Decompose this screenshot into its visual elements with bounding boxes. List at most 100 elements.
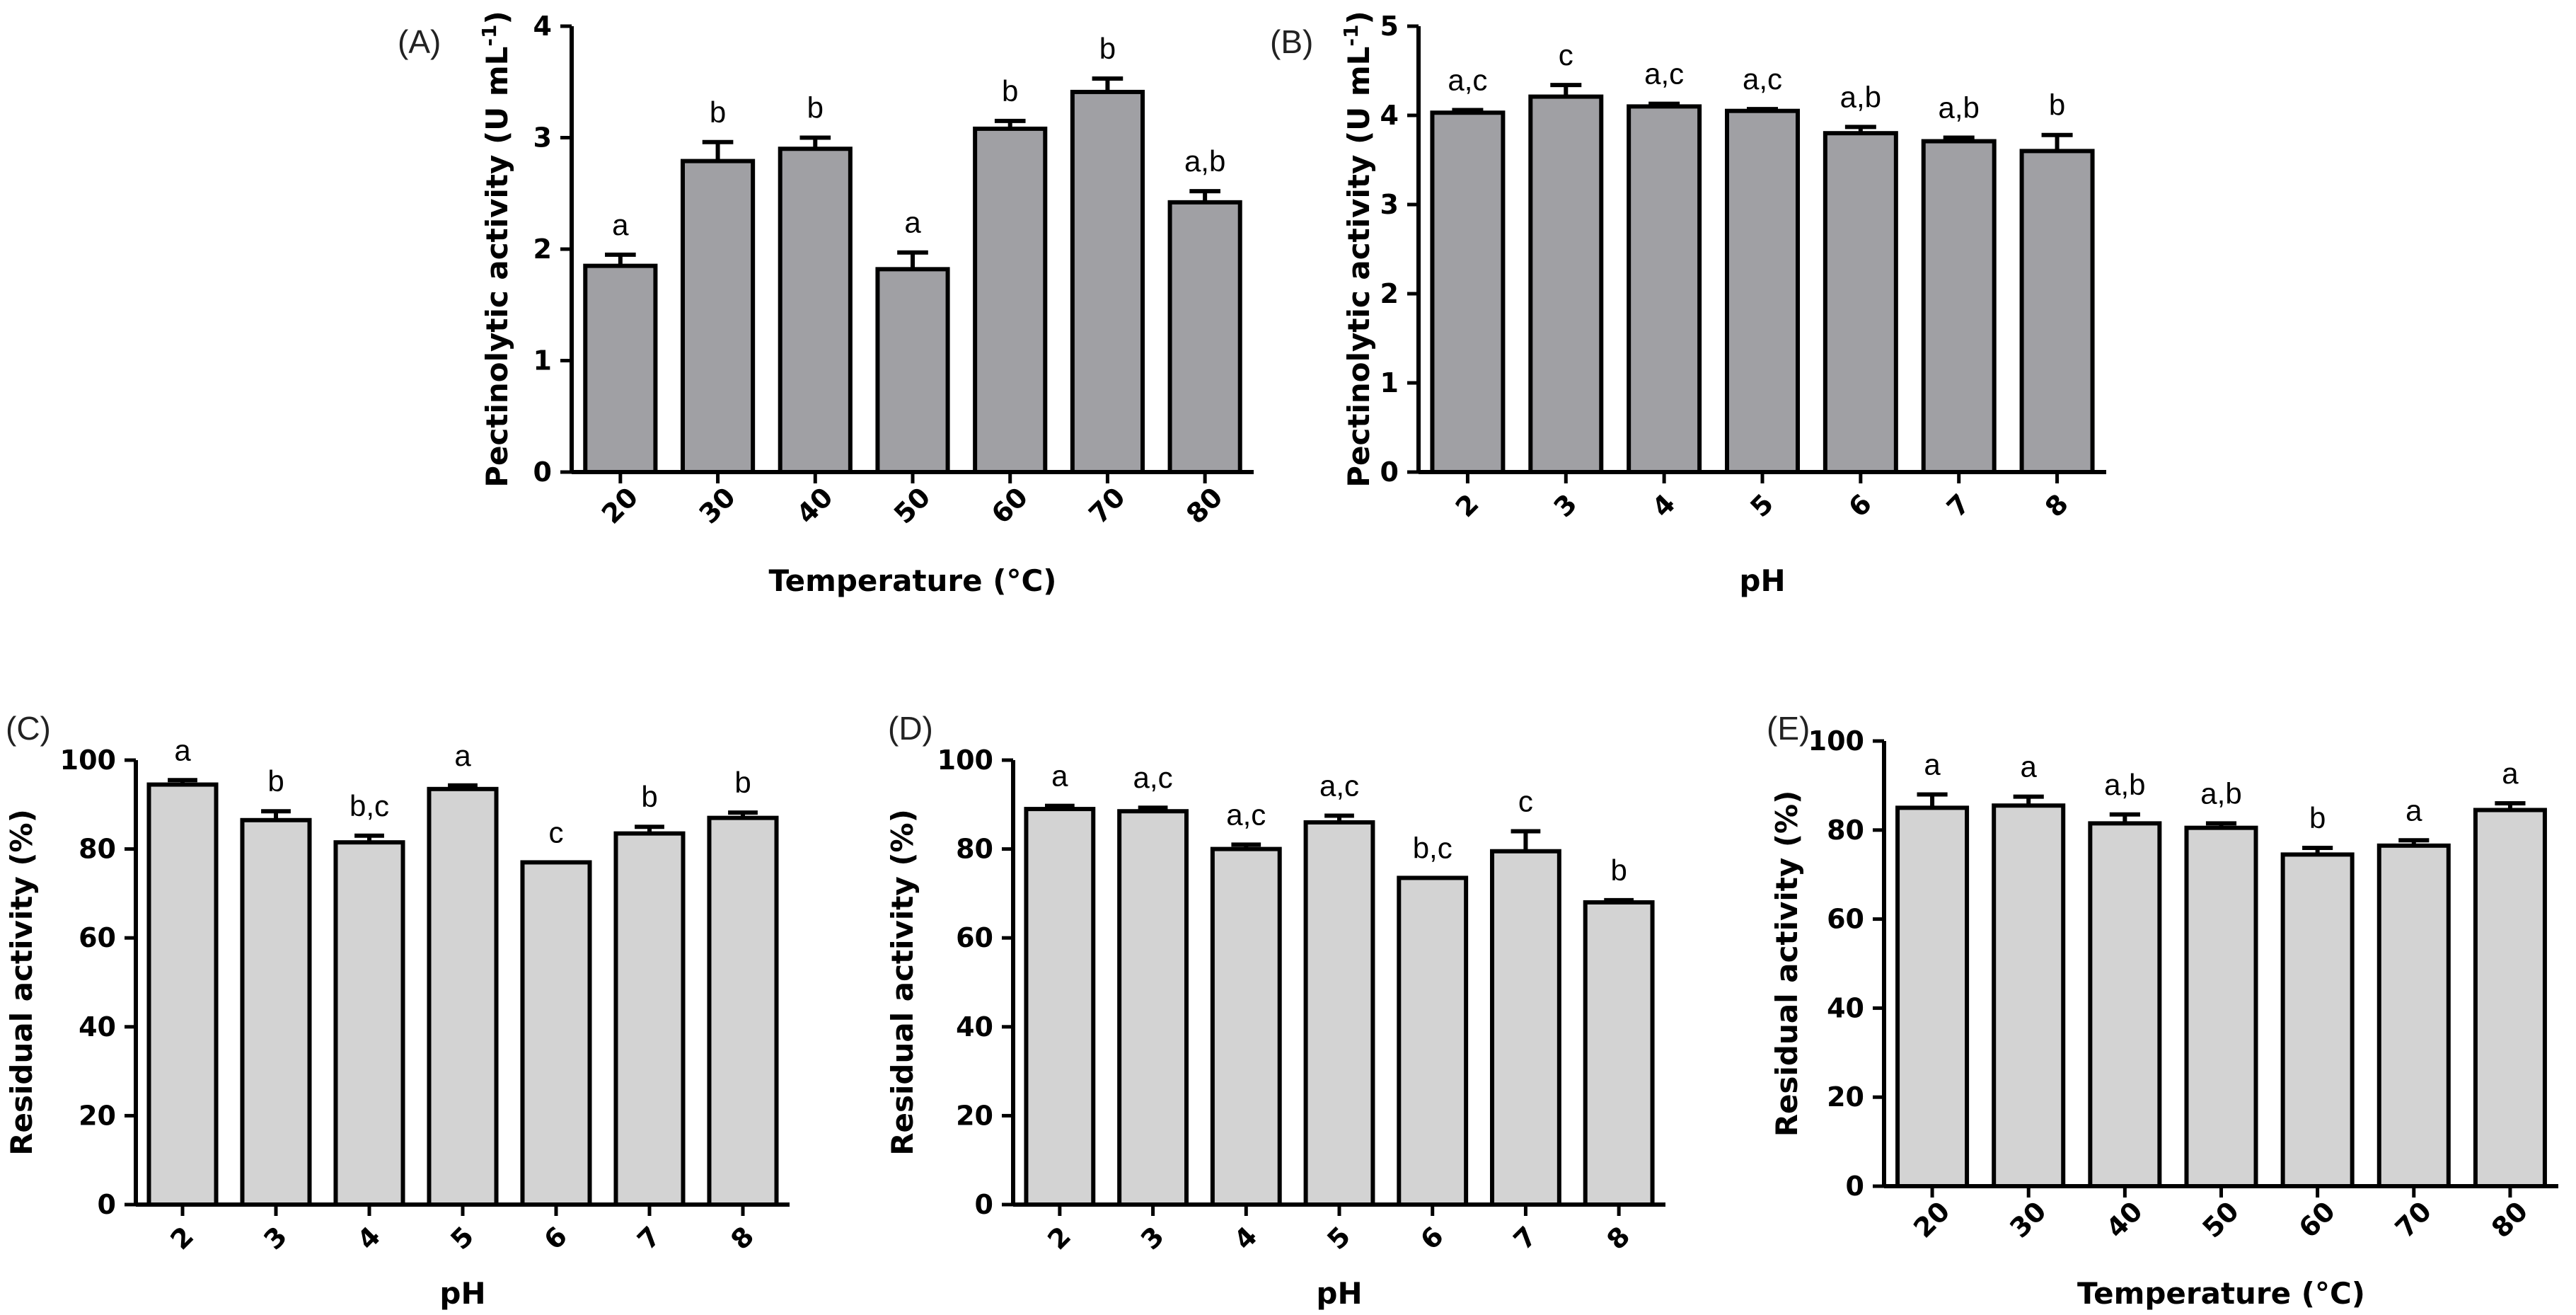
significance-label: b [641, 780, 657, 813]
error-bar [1189, 189, 1220, 202]
x-tick-label: 50 [2197, 1195, 2246, 1244]
significance-label: a [904, 206, 921, 239]
panel-label: (E) [1767, 710, 1810, 747]
x-tick-label: 7 [1941, 488, 1976, 523]
significance-label: a,c [1319, 769, 1359, 803]
error-bar [1917, 792, 1948, 808]
y-tick-label: 3 [533, 122, 552, 154]
significance-label: b [710, 96, 726, 129]
error-bar [1452, 108, 1484, 113]
error-bar [168, 778, 197, 785]
bar [2088, 821, 2162, 1188]
y-axis-title-superscript: -1 [478, 24, 501, 46]
bar [1397, 875, 1469, 1207]
significance-label: a [2021, 750, 2038, 783]
y-tick-label: 2 [533, 234, 552, 265]
x-tick-label: 7 [631, 1220, 666, 1256]
bar [1070, 89, 1145, 475]
error-bar [702, 139, 734, 161]
x-tick-label: 20 [1907, 1195, 1956, 1244]
bar [427, 786, 499, 1207]
error-bar [261, 809, 291, 820]
bar [333, 840, 405, 1207]
error-bar [1747, 107, 1778, 112]
error-bar [728, 810, 758, 818]
significance-label: a [454, 739, 471, 772]
significance-label: a [2405, 793, 2422, 827]
x-tick-label: 6 [538, 1220, 573, 1256]
error-bar [354, 833, 384, 843]
x-tick-label: 70 [1082, 481, 1131, 530]
x-tick-label: 30 [2004, 1195, 2052, 1244]
significance-label: b,c [350, 789, 389, 822]
chart-panel-e: (E) a 20 a 30 a,b 40 a,b 50 b 60 a 70 a 80 0 20 40 60 80 100… [1767, 710, 2558, 1311]
y-tick-label: 4 [1380, 100, 1399, 131]
y-axis-title: Pectinolytic activity (U mL-1) [1339, 11, 1376, 487]
bar [1167, 200, 1242, 474]
error-bar [1604, 897, 1634, 902]
chart-panel-d: (D)a2a,c3a,c4a,c5b,c6c7b8020406080100pHR… [885, 710, 1665, 1311]
significance-label: b [267, 764, 284, 798]
y-tick-label: 100 [60, 745, 116, 776]
error-bar [1550, 83, 1582, 97]
significance-label: a,b [1840, 80, 1881, 113]
error-bar [994, 118, 1026, 129]
x-tick-label: 8 [724, 1220, 760, 1256]
error-bar [605, 252, 636, 266]
significance-label: a [612, 208, 629, 241]
x-tick-label: 2 [1450, 488, 1485, 523]
error-bar [2205, 821, 2237, 828]
bar [1528, 94, 1604, 475]
y-axis-title-text: Residual activity (%) [4, 809, 39, 1156]
significance-label: a,b [2104, 768, 2145, 801]
x-tick-label: 60 [2293, 1195, 2342, 1244]
error-bar [2398, 838, 2430, 846]
error-bar [1844, 125, 1876, 134]
error-bar [2109, 812, 2140, 824]
x-tick-label: 3 [258, 1220, 293, 1256]
bar [2280, 852, 2355, 1189]
chart-panel-a: (A) a 20 b 30 b 40 a 50 b 60 b 70 a,b 80 0 1 2 3 4 Temperatu… [398, 11, 1254, 598]
x-tick-label: 4 [1646, 488, 1682, 523]
bar [875, 267, 950, 474]
significance-label: c [1559, 38, 1573, 71]
significance-label: b,c [1413, 831, 1452, 864]
y-axis-title-text: Pectinolytic activity (U mL [1341, 47, 1376, 488]
significance-label: c [1518, 784, 1533, 817]
error-bar [2495, 801, 2526, 810]
x-axis-title: pH [1739, 563, 1785, 598]
x-tick-label: 4 [351, 1220, 386, 1256]
bar [583, 263, 658, 474]
bar [1627, 104, 1702, 474]
bar [1823, 131, 1898, 474]
y-tick-label: 1 [533, 345, 552, 377]
x-tick-label: 7 [1508, 1220, 1543, 1256]
y-axis-title-end: ) [480, 11, 514, 24]
significance-label: b [2309, 801, 2326, 834]
x-axis-title: pH [439, 1276, 485, 1311]
x-tick-label: 8 [2039, 488, 2074, 523]
error-bar [897, 250, 928, 270]
error-bar [799, 135, 831, 149]
y-axis-title-text: Residual activity (%) [1769, 791, 1804, 1137]
x-tick-label: 4 [1228, 1220, 1264, 1256]
y-axis-title-end: ) [1341, 11, 1376, 24]
significance-label: a [1924, 747, 1941, 781]
y-tick-label: 20 [79, 1100, 116, 1131]
y-tick-label: 0 [1380, 456, 1399, 488]
error-bar [635, 825, 664, 834]
bar [1117, 809, 1189, 1207]
significance-label: a,c [1133, 761, 1173, 794]
bar [613, 831, 686, 1207]
x-axis-title: Temperature (°C) [2077, 1276, 2365, 1311]
error-bar [1092, 76, 1124, 92]
x-tick-label: 40 [790, 481, 839, 530]
error-bar [2041, 132, 2073, 151]
y-tick-label: 80 [79, 834, 116, 865]
significance-label: a,b [2200, 776, 2241, 810]
y-tick-label: 5 [1380, 11, 1399, 42]
y-tick-label: 4 [533, 11, 552, 42]
x-tick-label: 40 [2100, 1195, 2149, 1244]
panel-label: (B) [1270, 23, 1313, 60]
bar [2473, 808, 2547, 1188]
